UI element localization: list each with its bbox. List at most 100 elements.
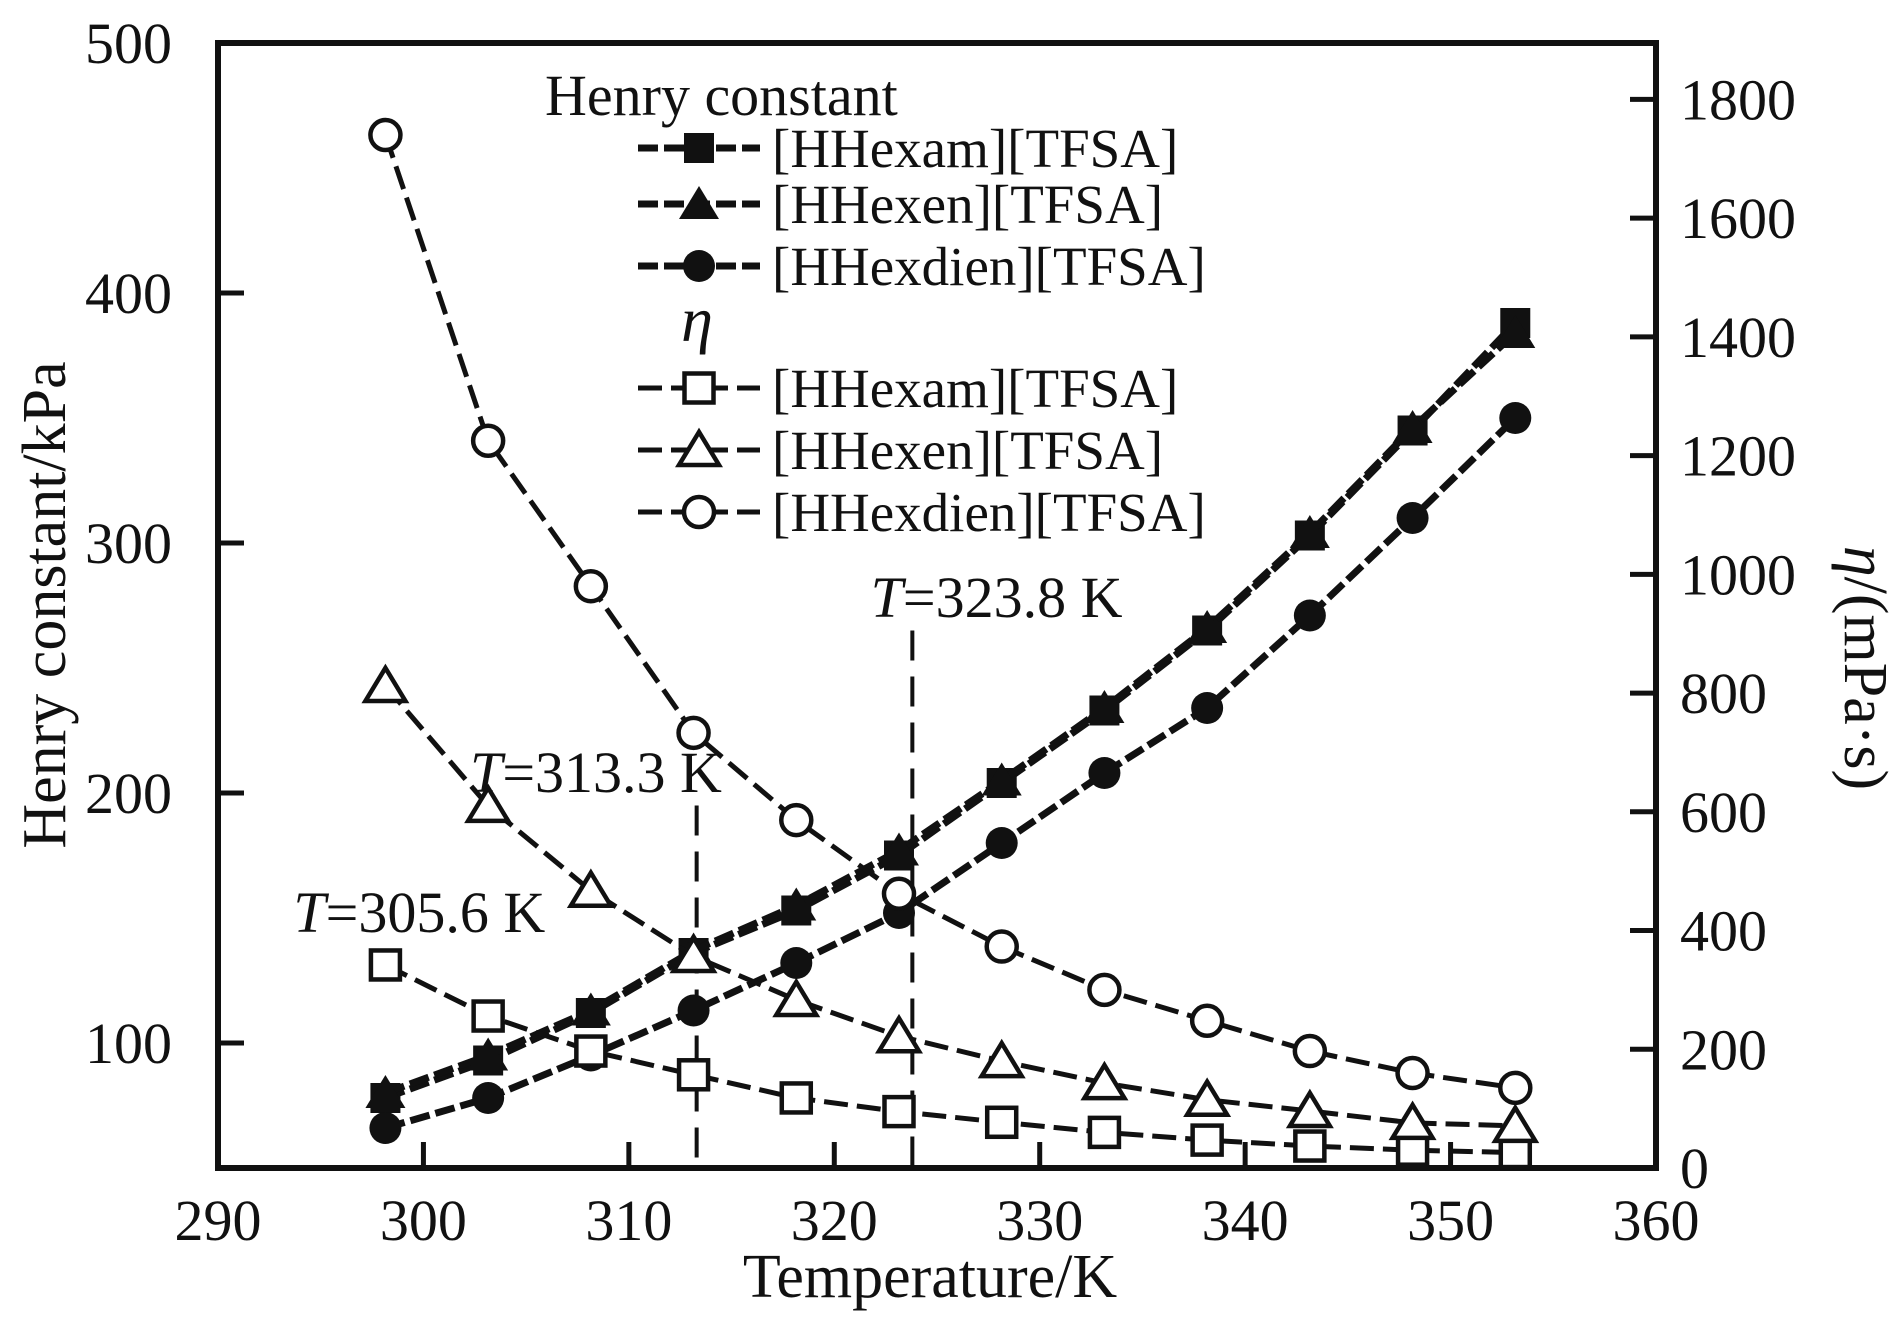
henry-hhexdien-marker [780,947,813,979]
eta-hhexdien-marker [881,876,917,911]
legend-label-henry-hhexen: [HHexen][TFSA] [772,174,1163,235]
eta-hhexam-marker [1293,1129,1327,1163]
y-right-tick-label-1200: 1200 [1680,424,1796,489]
henry-hhexdien-marker [1499,402,1532,434]
x-tick-label-290: 290 [175,1188,262,1253]
y-right-tick-label-1000: 1000 [1680,542,1796,607]
x-tick-label-360: 360 [1613,1188,1700,1253]
legend-label-henry-hhexam: [HHexam][TFSA] [772,118,1178,179]
henry-hhexen-marker [1392,410,1433,443]
y-left-tick-label-200: 200 [85,761,172,826]
plot-frame [215,40,1659,1171]
x-tick-label-310: 310 [585,1188,672,1253]
y-right-tick-label-1600: 1600 [1680,186,1796,251]
eta-hhexdien-marker [676,715,711,751]
henry-hhexdien-marker [1396,502,1429,534]
legend-label-eta-hhexam: [HHexam][TFSA] [772,358,1178,419]
eta-hhexdien-marker [1292,1033,1328,1069]
annotation-label-2: T=313.3 K [470,740,722,805]
y-right-tick-label-1800: 1800 [1680,67,1796,132]
eta-hhexam-marker [682,371,716,405]
henry-hhexdien-marker [472,1082,505,1114]
eta-hhexdien-marker [1498,1070,1533,1106]
henry-hhexdien-marker [369,1112,402,1144]
eta-hhexen-marker [1183,1077,1232,1117]
legend-item-henry-hhexam: [HHexam][TFSA] [638,118,1178,179]
y-left-tick-label-100: 100 [85,1011,172,1076]
y-right-tick-label-600: 600 [1680,780,1767,845]
legend-header-henry: Henry constant [545,63,898,128]
eta-hhexdien-marker [984,929,1019,964]
henry-hhexdien-marker [1088,757,1121,789]
legend-item-henry-hhexen: [HHexen][TFSA] [638,174,1163,235]
x-tick-label-300: 300 [380,1188,467,1253]
henry-hhexen-marker [776,887,817,921]
eta-hhexen-marker [977,1038,1026,1079]
legend-label-eta-hhexdien: [HHexdien][TFSA] [772,482,1206,543]
henry-hhexen-marker [468,1037,509,1071]
eta-hhexam-marker [1190,1123,1224,1157]
eta-hhexam-marker [1087,1115,1122,1150]
y-right-tick-label-800: 800 [1680,661,1767,726]
x-tick-label-340: 340 [1202,1188,1289,1253]
henry-hhexdien-marker [1293,599,1326,632]
legend-header-eta: η [681,284,713,355]
x-axis-title: Temperature/K [742,1243,1118,1311]
eta-hhexdien-marker [1087,972,1122,1008]
eta-hhexen-marker [361,663,410,704]
eta-hhexen-marker [875,1013,923,1054]
y-left-tick-label-500: 500 [85,11,172,76]
henry-hhexen-marker [365,1075,406,1108]
x-tick-label-330: 330 [996,1188,1083,1253]
x-tick-label-350: 350 [1407,1188,1494,1253]
legend-item-eta-hhexam: [HHexam][TFSA] [638,358,1178,419]
eta-hhexdien-marker [470,423,506,459]
legend: [HHexam][TFSA][HHexen][TFSA][HHexdien][T… [638,118,1206,543]
series-eta-hhexdien [368,117,1533,1106]
henry-hhexen-marker [1084,690,1125,723]
y-axis-title-left: Henry constant/kPa [11,361,79,849]
y-axis-title-right: η/(mPa·s) [1831,546,1890,790]
eta-hhexam-marker [471,999,505,1033]
annotation-label-3: T=323.8 K [871,565,1123,630]
y-right-tick-label-1400: 1400 [1680,305,1796,370]
eta-hhexam-marker [368,948,403,982]
annotation-labels: T=305.6 K T=313.3 K T=323.8 K [293,565,1122,945]
eta-hhexen-marker [1491,1103,1540,1144]
henry-hhexam-marker [684,133,714,163]
legend-item-eta-hhexen: [HHexen][TFSA] [638,420,1163,481]
legend-label-eta-hhexen: [HHexen][TFSA] [772,420,1163,481]
eta-hhexdien-marker [681,494,717,530]
henry-hhexen-marker [981,762,1022,796]
eta-hhexen-marker [1388,1100,1437,1141]
eta-hhexen-marker [464,783,513,824]
henry-hhexen-marker [679,186,719,219]
henry-hhexdien-marker [683,250,715,282]
y-right-tick-label-0: 0 [1680,1136,1709,1201]
henry-hhexen-marker [1495,315,1536,348]
x-axis: 290 300 310 320 330 340 350 360 [175,1142,1700,1253]
henry-hhexen-marker [1289,515,1330,548]
henry-hhexdien-marker [985,827,1018,859]
eta-hhexdien-marker [368,117,403,153]
eta-hhexen-marker [1285,1088,1334,1129]
eta-hhexen-line [383,684,1516,1129]
henry-hhexdien-line [384,415,1518,1132]
y-right-tick-label-200: 200 [1680,1017,1767,1082]
y-right-tick-label-400: 400 [1680,899,1767,964]
eta-hhexam-line [384,962,1516,1156]
eta-hhexdien-marker [573,568,609,604]
henry-hhexen-line [384,330,1518,1097]
eta-hhexam-marker [984,1105,1019,1140]
henry-hhexen-marker [878,832,919,866]
legend-item-eta-hhexdien: [HHexdien][TFSA] [638,482,1206,543]
eta-hhexen-marker [566,868,615,909]
eta-hhexdien-marker [1189,1003,1225,1039]
x-tick-label-320: 320 [791,1188,878,1253]
henry-hhexdien-marker [677,994,710,1027]
eta-hhexdien-line [383,134,1516,1091]
eta-hhexam-marker [676,1058,711,1092]
legend-item-henry-hhexdien: [HHexdien][TFSA] [638,236,1206,297]
